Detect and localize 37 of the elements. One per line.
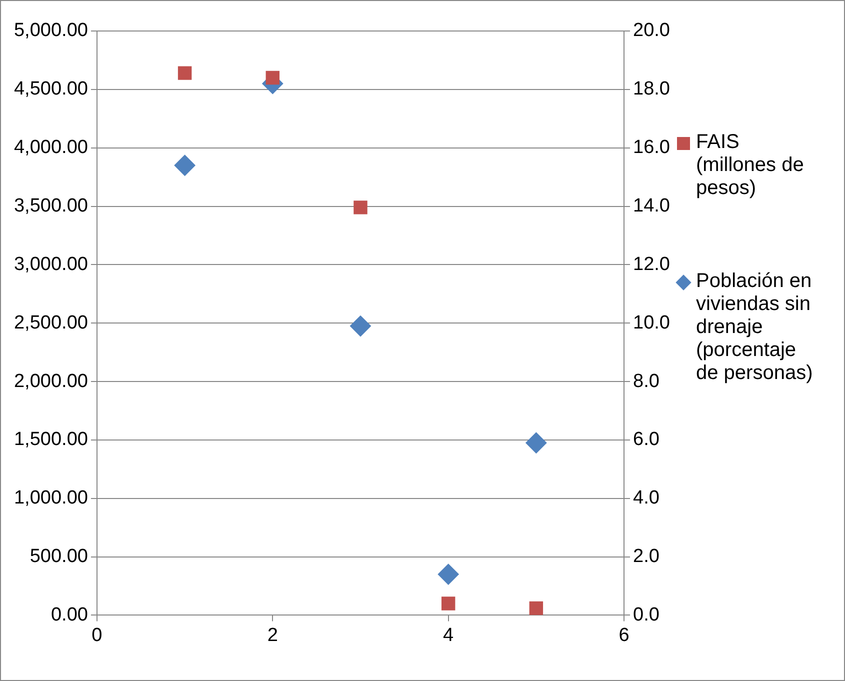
x-tick-label: 2 (267, 624, 278, 646)
point (526, 432, 547, 454)
point (178, 66, 192, 80)
y-tick-label: 5,000.00 (14, 20, 88, 42)
y-tick-label: 0.00 (50, 604, 88, 626)
y-tick-label: 3,500.00 (14, 195, 88, 216)
x-tick-label: 0 (92, 624, 102, 646)
y2-tick-label: 12.0 (633, 254, 670, 275)
y2-tick-label: 0.0 (633, 604, 660, 626)
y-tick-label: 1,000.00 (14, 488, 88, 509)
y-tick-label: 1,500.00 (14, 429, 88, 450)
y2-tick-label: 6.0 (633, 429, 660, 450)
y2-tick-label: 8.0 (633, 370, 660, 392)
y-tick-label: 4,500.00 (14, 78, 88, 100)
y2-tick-label: 14.0 (633, 195, 670, 216)
y2-tick-label: 18.0 (633, 78, 670, 100)
point (441, 596, 456, 610)
point (354, 200, 368, 214)
legend-label: FAIS (millones de pesos) (696, 131, 805, 200)
y-tick-label: 3,000.00 (14, 254, 88, 275)
y2-tick-label: 4.0 (633, 488, 660, 509)
y2-tick-label: 16.0 (633, 137, 670, 158)
y2-tick-label: 10.0 (633, 312, 670, 334)
y-tick-label: 2,500.00 (14, 312, 88, 334)
x-tick-label: 4 (443, 624, 454, 646)
legend-label: Población en viviendas sin drenaje (porcentaje de personas) (696, 270, 814, 385)
point (350, 316, 371, 337)
y-tick-label: 4,000.00 (14, 137, 88, 158)
point (266, 70, 280, 85)
y2-tick-label: 2.0 (633, 546, 660, 568)
y-tick-label: 500.00 (30, 546, 88, 568)
y2-tick-label: 20.0 (633, 20, 670, 42)
point (174, 154, 196, 176)
y-tick-label: 2,000.00 (14, 370, 88, 392)
x-tick-label: 6 (618, 624, 630, 646)
point (529, 601, 544, 616)
point (438, 564, 459, 585)
